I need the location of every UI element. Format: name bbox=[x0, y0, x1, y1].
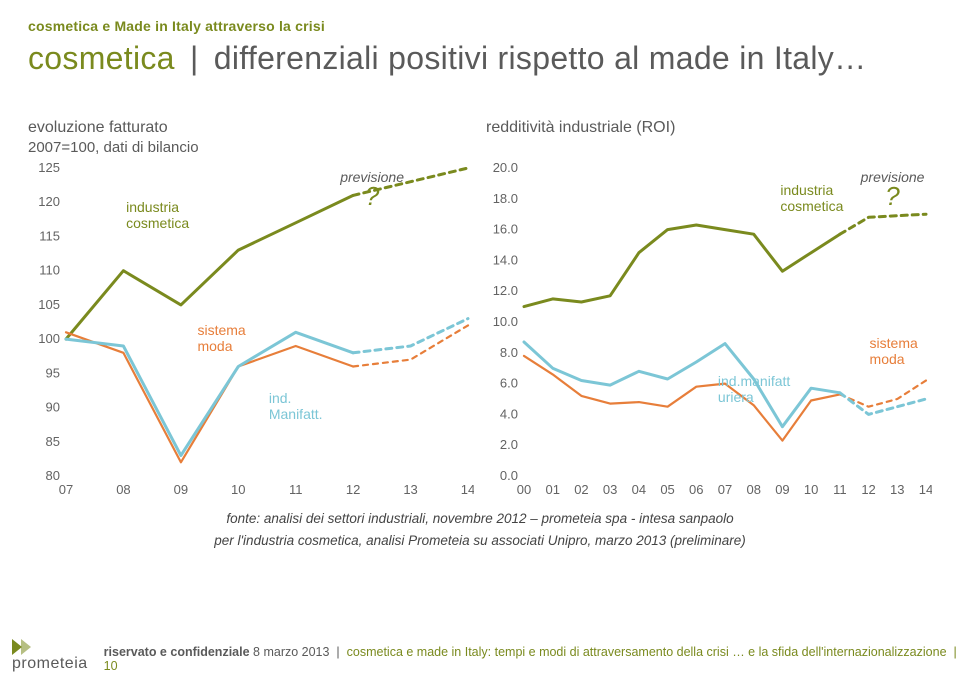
chart-annotation-prev: previsione? bbox=[861, 169, 925, 208]
svg-text:08: 08 bbox=[116, 482, 130, 497]
chart-annotation-man: ind.Manifatt. bbox=[269, 390, 323, 422]
title-divider: | bbox=[184, 40, 205, 76]
svg-text:11: 11 bbox=[289, 482, 303, 497]
svg-text:110: 110 bbox=[39, 263, 60, 278]
svg-text:05: 05 bbox=[660, 482, 674, 497]
chart-annotation-prev: previsione? bbox=[340, 169, 404, 208]
chart-annotation-man: ind.manifatturiera bbox=[718, 373, 790, 405]
footer-line: riservato e confidenziale 8 marzo 2013 |… bbox=[104, 645, 960, 673]
svg-text:80: 80 bbox=[46, 468, 60, 483]
svg-text:18.0: 18.0 bbox=[493, 191, 518, 206]
svg-text:08: 08 bbox=[746, 482, 760, 497]
logo: prometeia bbox=[12, 639, 88, 673]
svg-text:07: 07 bbox=[59, 482, 73, 497]
svg-text:100: 100 bbox=[38, 331, 60, 346]
chart-annotation-cos: industriacosmetica bbox=[780, 182, 843, 214]
footer-page-number: 10 bbox=[104, 659, 118, 673]
svg-text:95: 95 bbox=[46, 365, 60, 380]
svg-text:04: 04 bbox=[632, 482, 646, 497]
right-chart-header: redditività industriale (ROI) bbox=[486, 119, 932, 137]
svg-text:125: 125 bbox=[38, 162, 60, 175]
left-chart-sub: 2007=100, dati di bilancio bbox=[28, 139, 474, 156]
slide: cosmetica e Made in Italy attraverso la … bbox=[0, 0, 960, 685]
svg-text:12: 12 bbox=[861, 482, 875, 497]
svg-text:105: 105 bbox=[38, 297, 60, 312]
page-title: cosmetica | differenziali positivi rispe… bbox=[28, 40, 932, 77]
chart-annotation-moda: sistemamoda bbox=[870, 335, 918, 367]
left-chart: 80 85 90 95 100 105 110 115 120 125 07 08 09 10 11 12 13… bbox=[28, 162, 474, 502]
svg-text:09: 09 bbox=[775, 482, 789, 497]
source-line-1: fonte: analisi dei settori industriali, … bbox=[28, 508, 932, 530]
charts-row: evoluzione fatturato 2007=100, dati di b… bbox=[28, 119, 932, 502]
left-chart-header: evoluzione fatturato bbox=[28, 119, 474, 137]
svg-text:4.0: 4.0 bbox=[500, 406, 518, 421]
svg-text:10.0: 10.0 bbox=[493, 314, 518, 329]
svg-text:13: 13 bbox=[403, 482, 417, 497]
footer-confidential: riservato e confidenziale bbox=[104, 645, 250, 659]
svg-text:10: 10 bbox=[231, 482, 245, 497]
svg-text:13: 13 bbox=[890, 482, 904, 497]
right-chart: 0.0 2.0 4.0 6.0 8.0 10.0 12.0 14.0 16.0 18.0 20.0 0… bbox=[486, 162, 932, 502]
svg-text:90: 90 bbox=[46, 400, 60, 415]
footer-doc-title: cosmetica e made in Italy: tempi e modi … bbox=[347, 645, 947, 659]
chart-annotation-cos: industriacosmetica bbox=[126, 199, 189, 231]
svg-text:09: 09 bbox=[174, 482, 188, 497]
right-chart-sub bbox=[486, 139, 932, 156]
svg-text:16.0: 16.0 bbox=[493, 222, 518, 237]
svg-text:120: 120 bbox=[38, 194, 60, 209]
logo-chevron-icon bbox=[12, 639, 88, 655]
svg-text:07: 07 bbox=[718, 482, 732, 497]
chart-annotation-moda: sistemamoda bbox=[197, 322, 245, 354]
svg-text:8.0: 8.0 bbox=[500, 345, 518, 360]
svg-text:11: 11 bbox=[833, 482, 847, 497]
svg-text:06: 06 bbox=[689, 482, 703, 497]
svg-text:85: 85 bbox=[46, 434, 60, 449]
svg-text:03: 03 bbox=[603, 482, 617, 497]
svg-text:20.0: 20.0 bbox=[493, 162, 518, 175]
supertitle: cosmetica e Made in Italy attraverso la … bbox=[28, 18, 932, 34]
svg-text:0.0: 0.0 bbox=[500, 468, 518, 483]
svg-text:14: 14 bbox=[919, 482, 932, 497]
svg-text:12.0: 12.0 bbox=[493, 283, 518, 298]
source-line-2: per l'industria cosmetica, analisi Prome… bbox=[28, 530, 932, 552]
svg-text:01: 01 bbox=[545, 482, 559, 497]
svg-text:2.0: 2.0 bbox=[500, 437, 518, 452]
svg-text:115: 115 bbox=[39, 228, 60, 243]
left-chart-col: evoluzione fatturato 2007=100, dati di b… bbox=[28, 119, 474, 502]
right-chart-col: redditività industriale (ROI) 0.0 2.0 4.0 6… bbox=[486, 119, 932, 502]
svg-text:14.0: 14.0 bbox=[493, 252, 518, 267]
footer: prometeia riservato e confidenziale 8 ma… bbox=[0, 639, 960, 673]
title-rest: differenziali positivi rispetto al made … bbox=[214, 40, 867, 76]
sources-block: fonte: analisi dei settori industriali, … bbox=[28, 508, 932, 551]
footer-date-val: 8 marzo 2013 bbox=[253, 645, 329, 659]
svg-text:00: 00 bbox=[517, 482, 531, 497]
svg-text:6.0: 6.0 bbox=[500, 376, 518, 391]
title-prefix: cosmetica bbox=[28, 40, 175, 76]
svg-text:10: 10 bbox=[804, 482, 818, 497]
svg-text:14: 14 bbox=[461, 482, 474, 497]
svg-text:02: 02 bbox=[574, 482, 588, 497]
logo-text: prometeia bbox=[12, 655, 88, 673]
svg-text:12: 12 bbox=[346, 482, 360, 497]
